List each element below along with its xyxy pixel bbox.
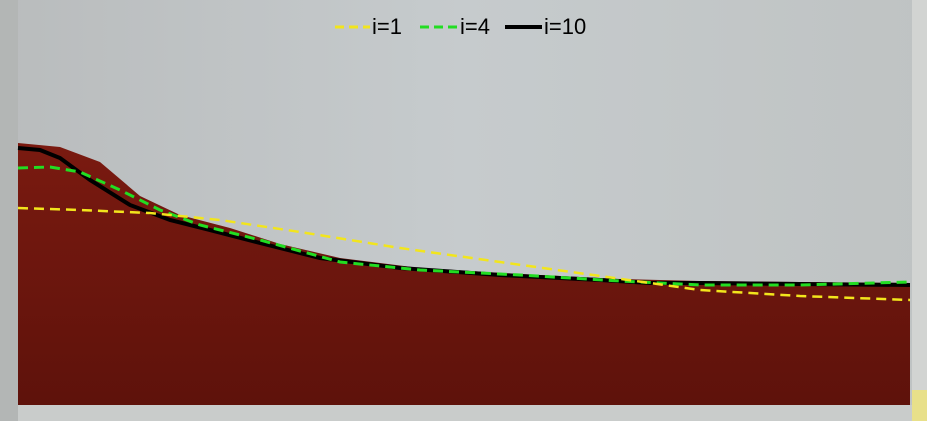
legend-label: i=1	[372, 14, 402, 39]
tank-wall	[0, 0, 18, 421]
legend-label: i=4	[460, 14, 490, 39]
photo: i=1 i=4 i=10	[0, 0, 927, 421]
marker	[912, 390, 927, 421]
legend: i=1 i=4 i=10	[335, 14, 586, 39]
legend-label: i=10	[544, 14, 586, 39]
tank-base	[0, 405, 927, 421]
tank-wall	[912, 0, 927, 421]
